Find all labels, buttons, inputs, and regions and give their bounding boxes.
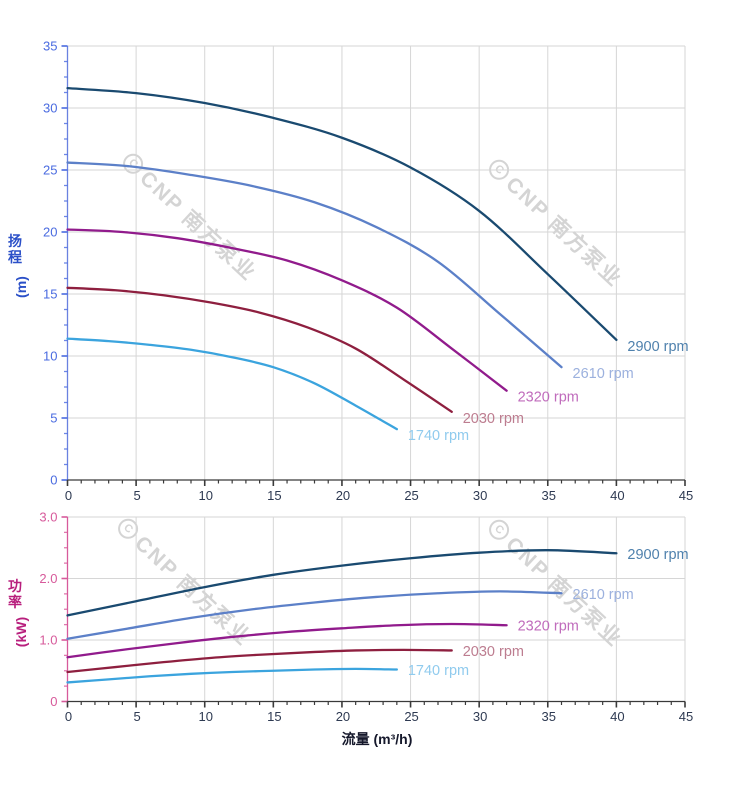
y-tick-label: 15	[43, 287, 57, 302]
curve-label-2030-rpm: 2030 rpm	[463, 411, 524, 427]
power-axis-title-text: 功率	[8, 578, 22, 611]
curve-label-2320-rpm: 2320 rpm	[518, 619, 579, 635]
y-tick-label: 5	[50, 411, 57, 426]
power-axis-unit: (kW)	[12, 617, 29, 648]
curve-2610-rpm	[66, 161, 563, 369]
curve-label-1740-rpm: 1740 rpm	[408, 428, 469, 444]
x-tick-label: 5	[133, 709, 140, 724]
x-tick-label: 40	[610, 488, 624, 503]
curve-label-2900-rpm: 2900 rpm	[627, 547, 688, 563]
curve-2030-rpm	[66, 648, 453, 674]
curve-2900-rpm	[66, 87, 618, 342]
x-tick-label: 20	[336, 488, 350, 503]
head-chart: 0 5 10 15 20 25 30 35 0 5 10 15 20 25 30 35 40 45 2900 rpm…	[43, 39, 693, 504]
x-tick-label: 30	[473, 488, 487, 503]
curve-label-2900-rpm: 2900 rpm	[627, 339, 688, 355]
y-tick-label: 30	[43, 101, 57, 116]
y-tick-label: 10	[43, 349, 57, 364]
curve-label-2320-rpm: 2320 rpm	[518, 390, 579, 406]
curve-2900-rpm	[66, 549, 618, 617]
x-tick-label: 35	[542, 709, 556, 724]
y-tick-label: 35	[43, 39, 57, 54]
head-axis-title-text: 扬程	[8, 233, 22, 266]
flow-axis-title: 流量 (m³/h)	[341, 731, 413, 747]
x-tick-label: 25	[404, 488, 418, 503]
curve-1740-rpm	[66, 337, 398, 431]
curve-label-2030-rpm: 2030 rpm	[463, 644, 524, 660]
x-tick-label: 25	[404, 709, 418, 724]
y-tick-label: 1.0	[39, 633, 57, 648]
x-tick-label: 35	[542, 488, 556, 503]
curve-2610-rpm	[66, 590, 563, 640]
y-tick-label: 0	[50, 694, 57, 709]
x-tick-label: 15	[267, 709, 281, 724]
head-axis-unit: (m)	[12, 276, 29, 299]
x-tick-label: 45	[679, 488, 693, 503]
x-tick-label: 45	[679, 709, 693, 724]
power-chart: 0 1.0 2.0 3.0 0 5 10 15 20 25 30 35 40 45 2900 rpm 2610…	[39, 510, 693, 725]
head-axis-title: 扬程 (m)	[8, 233, 34, 299]
curve-2320-rpm	[66, 622, 508, 659]
y-tick-label: 2.0	[39, 571, 57, 586]
y-tick-label: 0	[50, 473, 57, 488]
x-tick-label: 10	[198, 709, 212, 724]
curve-2320-rpm	[66, 228, 508, 392]
x-tick-label: 0	[65, 488, 72, 503]
curve-1740-rpm	[66, 667, 398, 684]
x-tick-label: 10	[198, 488, 212, 503]
y-tick-label: 20	[43, 225, 57, 240]
curve-label-2610-rpm: 2610 rpm	[573, 366, 634, 382]
x-tick-label: 0	[65, 709, 72, 724]
power-axis-title: 功率 (kW)	[8, 578, 34, 647]
y-tick-label: 3.0	[39, 510, 57, 525]
curve-label-1740-rpm: 1740 rpm	[408, 663, 469, 679]
curve-2030-rpm	[66, 286, 453, 413]
y-tick-label: 25	[43, 163, 57, 178]
x-tick-label: 30	[473, 709, 487, 724]
x-tick-label: 40	[610, 709, 624, 724]
x-tick-label: 20	[336, 709, 350, 724]
x-tick-label: 15	[267, 488, 281, 503]
x-tick-label: 5	[133, 488, 140, 503]
curve-label-2610-rpm: 2610 rpm	[573, 587, 634, 603]
